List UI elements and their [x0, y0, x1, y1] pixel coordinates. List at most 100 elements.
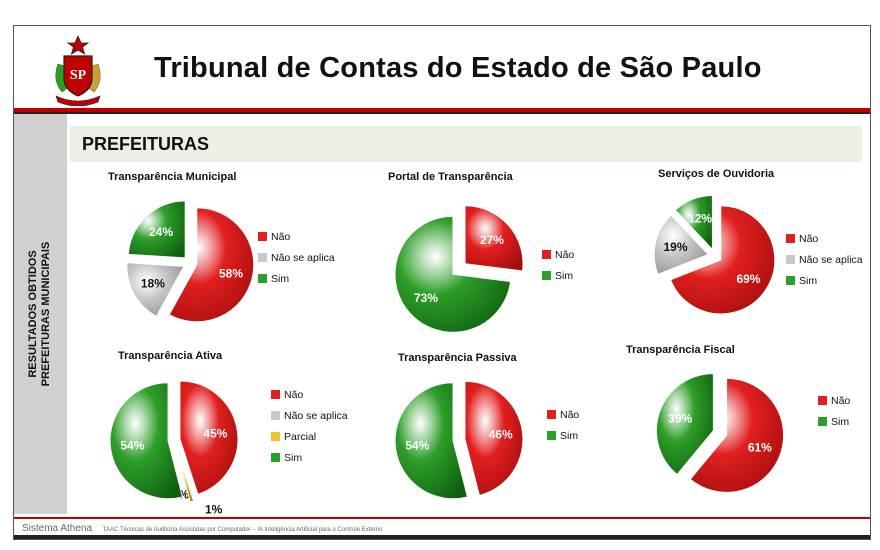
- legend-swatch: [542, 271, 551, 280]
- pie-transparencia-ativa: 45%0%1%54%: [109, 380, 239, 516]
- legend-label: Parcial: [284, 430, 317, 443]
- legend-portal-de-transparencia: Não Sim: [542, 244, 574, 286]
- legend-label: Não: [284, 388, 304, 401]
- legend-label: Não: [799, 232, 819, 245]
- legend-label: Não: [271, 230, 291, 243]
- legend-item-sim: Sim: [547, 425, 579, 446]
- sao-paulo-coat-of-arms-logo: SP: [55, 34, 101, 106]
- legend-label: Não se aplica: [271, 251, 335, 264]
- footer-system-name: Sistema Athena: [22, 523, 93, 534]
- legend-transparencia-fiscal: Não Sim: [818, 390, 850, 432]
- legend-swatch: [271, 453, 280, 462]
- legend-label: Não: [560, 408, 580, 421]
- legend-item-nao-se-aplica: Não se aplica: [271, 405, 348, 426]
- chart-title-transparencia-fiscal: Transparência Fiscal: [626, 344, 735, 356]
- legend-swatch: [547, 431, 556, 440]
- legend-swatch: [786, 255, 795, 264]
- pie-servicos-de-ouvidoria: 69% 19% 12%: [653, 194, 776, 315]
- data-label-sim: 39%: [668, 412, 692, 426]
- legend-item-nao: Não: [818, 390, 850, 411]
- section-title: PREFEITURAS: [82, 134, 210, 154]
- header-black-divider: [14, 112, 870, 114]
- pie-slice-nao: [179, 380, 239, 495]
- legend-item-nao-se-aplica: Não se aplica: [786, 249, 863, 270]
- legend-item-sim: Sim: [786, 270, 863, 291]
- data-label-sim: 12%: [688, 211, 712, 225]
- data-label-sim: 54%: [405, 438, 429, 452]
- legend-servicos-de-ouvidoria: Não Não se aplica Sim: [786, 228, 863, 291]
- footer-bottom-bar: [14, 535, 870, 539]
- legend-item-nao: Não: [271, 384, 348, 405]
- legend-item-nao: Não: [786, 228, 863, 249]
- pie-slice-nao-se-aplica: [653, 214, 710, 276]
- pie-slice-nao: [464, 205, 524, 272]
- legend-label: Não: [555, 248, 575, 261]
- pie-slice-sim: [127, 200, 186, 259]
- legend-swatch: [258, 253, 267, 262]
- legend-transparencia-passiva: Não Sim: [547, 404, 579, 446]
- pie-portal-de-transparencia: 27% 73%: [394, 205, 524, 333]
- legend-swatch: [258, 232, 267, 241]
- legend-swatch: [786, 234, 795, 243]
- legend-item-sim: Sim: [271, 447, 348, 468]
- header: SP Tribunal de Contas do Estado de São P…: [14, 26, 870, 108]
- legend-label: Não: [831, 394, 851, 407]
- pie-slice-nao: [464, 380, 524, 497]
- pie-transparencia-municipal: 58% 18% 24%: [126, 200, 255, 323]
- sidebar-line-2: PREFEITURAS MUNICIPAIS: [40, 241, 52, 387]
- legend-swatch: [818, 396, 827, 405]
- data-label-nao: 45%: [203, 426, 227, 440]
- legend-swatch: [271, 432, 280, 441]
- pie-slice-sim: [394, 215, 512, 333]
- legend-swatch: [818, 417, 827, 426]
- chart-title-transparencia-municipal: Transparência Municipal: [108, 171, 237, 183]
- legend-item-nao-se-aplica: Não se aplica: [258, 247, 335, 268]
- data-label-nao-se-aplica: 19%: [663, 240, 687, 254]
- legend-item-sim: Sim: [542, 265, 574, 286]
- section-band: PREFEITURAS: [70, 126, 862, 162]
- pie-slice-sim: [674, 194, 713, 251]
- legend-label: Sim: [831, 415, 850, 428]
- legend-item-parcial: Parcial: [271, 426, 348, 447]
- legend-swatch: [271, 390, 280, 399]
- legend-label: Sim: [799, 274, 818, 287]
- legend-swatch: [258, 274, 267, 283]
- legend-swatch: [542, 250, 551, 259]
- data-label-sim: 73%: [414, 291, 438, 305]
- slide: SP Tribunal de Contas do Estado de São P…: [13, 25, 871, 540]
- sidebar-line-1: RESULTADOS OBTIDOS: [27, 250, 39, 378]
- legend-label: Sim: [271, 272, 290, 285]
- legend-transparencia-municipal: Não Não se aplica Sim: [258, 226, 335, 289]
- legend-swatch: [271, 411, 280, 420]
- pie-slice-parcial: [175, 445, 195, 503]
- data-label-nao: 27%: [480, 233, 504, 247]
- pie-slice-nao-se-aplica: [126, 262, 185, 318]
- pie-transparencia-fiscal: 61% 39%: [655, 373, 785, 493]
- legend-item-nao: Não: [258, 226, 335, 247]
- legend-label: Sim: [560, 429, 579, 442]
- header-red-divider: [14, 108, 870, 112]
- footer-description: TAAC Técnicas de Auditoria Assistidas po…: [102, 527, 383, 533]
- pie-slice-nao: [689, 377, 785, 493]
- chart-title-servicos-de-ouvidoria: Serviços de Ouvidoria: [658, 168, 775, 180]
- pie-slice-sim: [394, 382, 469, 500]
- data-label-nao: 46%: [489, 428, 513, 442]
- sidebar: RESULTADOS OBTIDOS PREFEITURAS MUNICIPAI…: [14, 114, 67, 514]
- header-title: Tribunal de Contas do Estado de São Paul…: [154, 52, 762, 84]
- legend-swatch: [786, 276, 795, 285]
- legend-transparencia-ativa: Não Não se aplica Parcial Sim: [271, 384, 348, 468]
- legend-label: Não se aplica: [799, 253, 863, 266]
- legend-label: Não se aplica: [284, 409, 348, 422]
- data-label-sim: 54%: [120, 438, 144, 452]
- pie-slice-sim: [655, 373, 714, 476]
- legend-item-sim: Sim: [818, 411, 850, 432]
- pie-slice-nao: [168, 207, 255, 323]
- data-label-nao: 69%: [736, 272, 760, 286]
- data-label-nao-se-aplica: 18%: [141, 276, 165, 290]
- legend-item-nao: Não: [542, 244, 574, 265]
- data-label-parcial: 1%: [205, 502, 223, 516]
- footer: Sistema Athena TAAC Técnicas de Auditori…: [22, 523, 382, 534]
- pie-slice-nao: [669, 205, 776, 315]
- footer-red-divider: [14, 517, 870, 519]
- legend-item-sim: Sim: [258, 268, 335, 289]
